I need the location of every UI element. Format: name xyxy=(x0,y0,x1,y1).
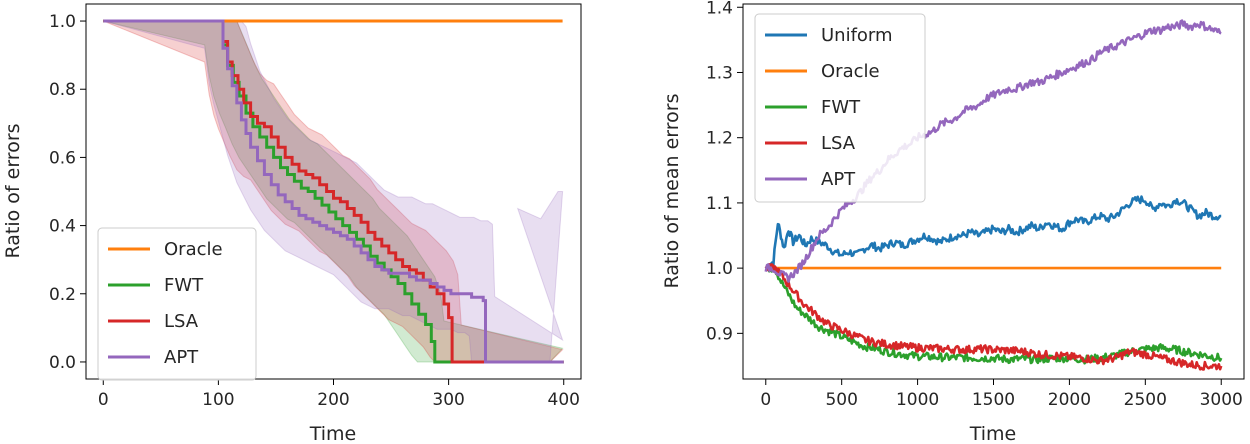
legend-label-uniform: Uniform xyxy=(821,25,893,46)
legend-label-apt: APT xyxy=(821,169,856,190)
x-tick-label: 1500 xyxy=(972,390,1015,410)
x-tick-label: 0 xyxy=(760,390,771,410)
y-tick-label: 1.3 xyxy=(706,63,733,83)
y-tick-label: 1.0 xyxy=(49,12,76,32)
y-axis-label: Ratio of errors xyxy=(2,123,24,258)
y-axis-label: Ratio of mean errors xyxy=(661,94,683,289)
x-tick-label: 1000 xyxy=(896,390,939,410)
x-tick-label: 3000 xyxy=(1200,390,1243,410)
legend-label-lsa: LSA xyxy=(164,311,199,332)
legend: Oracle FWT LSA APT xyxy=(97,227,257,381)
chart-mean-errors-panel: 0 500 1000 1500 2000 2500 3000 0.9 1.0 1.1 1.2 1.3… xyxy=(661,0,1245,444)
x-tick-label: 300 xyxy=(432,390,464,410)
y-tick-label: 0.6 xyxy=(49,148,76,168)
x-tick-label: 400 xyxy=(548,390,580,410)
y-tick-label: 0.8 xyxy=(49,80,76,100)
legend-label-apt: APT xyxy=(164,347,199,368)
x-axis-ticks: 0 500 1000 1500 2000 2500 3000 xyxy=(760,379,1243,410)
chart-errors-panel: 0 100 200 300 400 0.0 0.2 0.4 0.6 0.8 1.0 Time Ra… xyxy=(2,3,582,444)
legend-box xyxy=(754,13,926,203)
line-uniform xyxy=(764,195,1222,271)
legend-box xyxy=(97,227,257,381)
line-lsa xyxy=(103,19,564,364)
series-lines xyxy=(103,19,564,364)
y-tick-label: 1.4 xyxy=(706,0,733,18)
x-tick-label: 2000 xyxy=(1048,390,1091,410)
y-tick-label: 0.4 xyxy=(49,217,76,237)
y-tick-label: 0.9 xyxy=(706,324,733,344)
legend-label-oracle: Oracle xyxy=(821,61,880,82)
legend-label-fwt: FWT xyxy=(164,275,204,296)
line-fwt xyxy=(765,263,1223,365)
line-lsa xyxy=(764,263,1223,371)
x-tick-label: 100 xyxy=(202,390,234,410)
x-axis-label: Time xyxy=(309,423,357,444)
legend-label-oracle: Oracle xyxy=(164,239,223,260)
x-tick-label: 200 xyxy=(317,390,349,410)
legend: Uniform Oracle FWT LSA APT xyxy=(754,13,926,203)
legend-label-fwt: FWT xyxy=(821,97,861,118)
x-axis-label: Time xyxy=(969,423,1017,444)
y-tick-label: 1.2 xyxy=(706,129,733,149)
x-tick-label: 0 xyxy=(98,390,109,410)
y-axis-ticks: 0.0 0.2 0.4 0.6 0.8 1.0 xyxy=(49,12,86,373)
x-axis-ticks: 0 100 200 300 400 xyxy=(98,379,580,410)
y-tick-label: 0.0 xyxy=(49,353,76,373)
legend-label-lsa: LSA xyxy=(821,133,856,154)
y-axis-ticks: 0.9 1.0 1.1 1.2 1.3 1.4 xyxy=(706,0,743,344)
series-lines xyxy=(764,19,1223,371)
x-tick-label: 2500 xyxy=(1124,390,1167,410)
x-tick-label: 500 xyxy=(825,390,857,410)
line-fwt xyxy=(103,19,564,364)
line-apt xyxy=(764,19,1222,283)
y-tick-label: 0.2 xyxy=(49,285,76,305)
y-tick-label: 1.1 xyxy=(706,194,733,214)
line-apt xyxy=(103,19,564,364)
y-tick-label: 1.0 xyxy=(706,259,733,279)
